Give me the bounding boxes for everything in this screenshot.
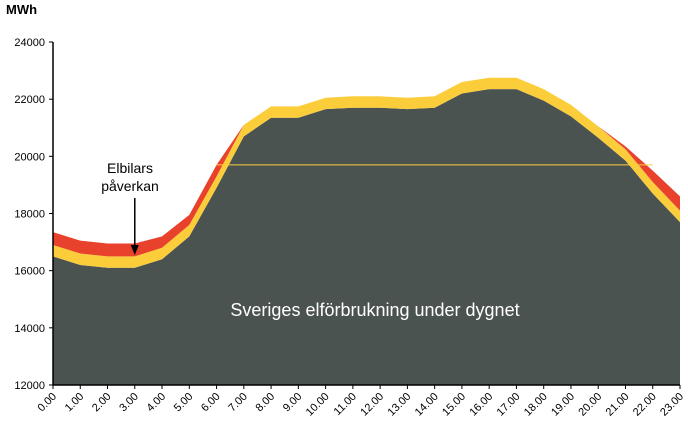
- annotation-arrowhead: [130, 245, 139, 255]
- x-tick-label: 18.00: [522, 391, 550, 419]
- area: [53, 89, 680, 385]
- x-tick-label: 4.00: [145, 391, 169, 415]
- y-tick-label: 20000: [14, 151, 45, 163]
- x-tick-label: 21.00: [604, 391, 632, 419]
- y-tick-label: 14000: [14, 323, 45, 335]
- x-tick-label: 6.00: [199, 391, 223, 415]
- x-tick-label: 13.00: [386, 391, 414, 419]
- x-tick-label: 15.00: [440, 391, 468, 419]
- y-tick-label: 16000: [14, 266, 45, 278]
- x-tick-label: 2.00: [90, 391, 114, 415]
- y-axis-label: MWh: [6, 2, 37, 17]
- x-tick-label: 20.00: [576, 391, 604, 419]
- x-tick-label: 12.00: [358, 391, 386, 419]
- x-tick-label: 5.00: [172, 391, 196, 415]
- x-tick-label: 3.00: [117, 391, 141, 415]
- y-tick-label: 18000: [14, 209, 45, 221]
- inner-label: Sveriges elförbrukning under dygnet: [230, 300, 519, 320]
- x-tick-label: 22.00: [631, 391, 659, 419]
- x-tick-label: 8.00: [254, 391, 278, 415]
- annotation: Elbilars: [107, 160, 153, 176]
- x-tick-label: 7.00: [226, 391, 250, 415]
- plot: [53, 77, 680, 385]
- x-tick-label: 0.00: [35, 391, 59, 415]
- x-tick-label: 16.00: [467, 391, 495, 419]
- x-tick-label: 17.00: [495, 391, 523, 419]
- x-tick-label: 23.00: [658, 391, 686, 419]
- x-tick-label: 19.00: [549, 391, 577, 419]
- annotation: påverkan: [101, 178, 159, 194]
- x-tick-label: 9.00: [281, 391, 305, 415]
- y-tick-label: 12000: [14, 380, 45, 392]
- x-tick-label: 14.00: [413, 391, 441, 419]
- y-tick-label: 24000: [14, 37, 45, 49]
- y-tick-label: 22000: [14, 94, 45, 106]
- x-tick-label: 11.00: [332, 391, 359, 418]
- x-tick-label: 1.00: [63, 391, 87, 415]
- x-tick-label: 10.00: [304, 391, 332, 419]
